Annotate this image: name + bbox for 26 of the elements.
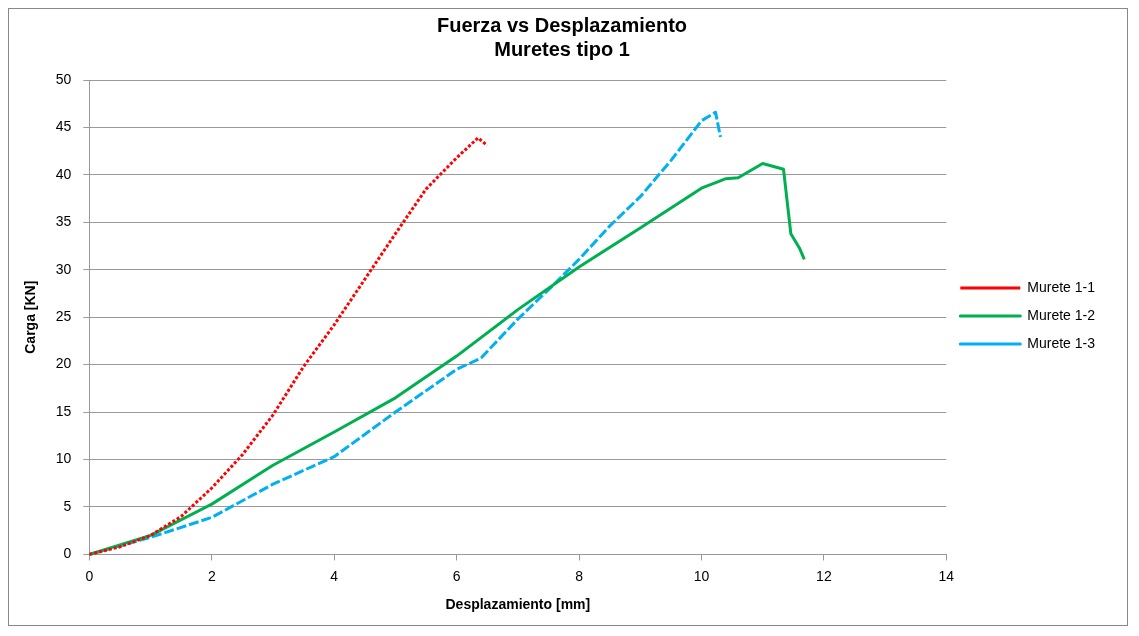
y-tick-label: 5: [63, 497, 72, 514]
y-tick-label: 45: [55, 118, 72, 135]
y-tick-label: 15: [55, 402, 72, 419]
y-tick-label: 10: [55, 450, 72, 467]
y-tick-label: 0: [63, 545, 72, 562]
y-tick-label: 30: [55, 260, 72, 277]
x-tick-label: 8: [575, 567, 584, 584]
x-tick-label: 2: [207, 567, 216, 584]
x-tick-label: 6: [452, 567, 461, 584]
chart-title: Fuerza vs Desplazamiento Muretes tipo 1: [436, 13, 688, 60]
y-tick-label: 35: [55, 213, 72, 230]
y-tick-label: 50: [55, 70, 72, 87]
x-axis-title: Desplazamiento [mm]: [445, 596, 591, 613]
x-tick-label: 14: [938, 567, 955, 584]
legend-label: Murete 1-3: [1027, 334, 1096, 351]
x-tick-label: 4: [330, 567, 339, 584]
x-tick-label: 0: [85, 567, 94, 584]
y-tick-label: 40: [55, 165, 72, 182]
legend-label: Murete 1-1: [1027, 278, 1096, 295]
y-tick-label: 25: [55, 308, 72, 325]
y-axis-title: Carga [KN]: [22, 280, 39, 354]
legend-label: Murete 1-2: [1027, 306, 1096, 323]
y-tick-label: 20: [55, 355, 72, 372]
x-tick-label: 10: [693, 567, 710, 584]
line-series: [87, 136, 489, 556]
x-tick-label: 12: [816, 567, 832, 584]
